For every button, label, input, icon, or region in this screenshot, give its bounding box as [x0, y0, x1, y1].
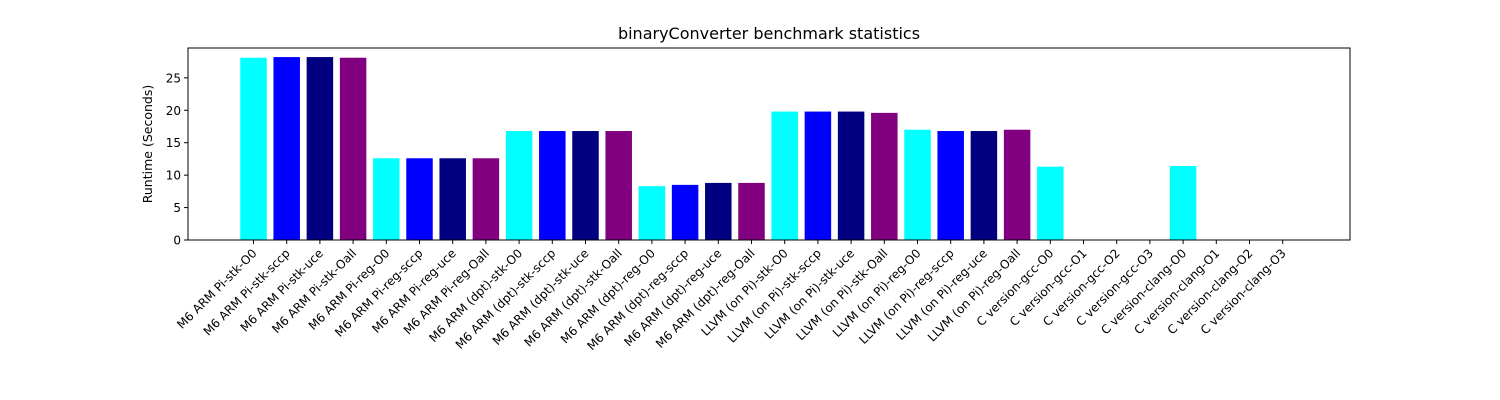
- bar: [705, 182, 732, 240]
- bar: [638, 186, 666, 240]
- bar: [970, 131, 998, 240]
- y-tick-label: 10: [166, 169, 181, 183]
- bar: [406, 158, 433, 240]
- bar: [1169, 166, 1197, 240]
- bar: [273, 57, 300, 240]
- bar: [505, 131, 533, 240]
- bars-group: [240, 57, 1197, 240]
- y-axis-ticks: 0 5 10 15 20 25: [166, 71, 188, 248]
- y-axis-label: Runtime (Seconds): [140, 85, 155, 203]
- y-tick-label: 5: [173, 201, 181, 215]
- bar: [472, 158, 500, 240]
- bar: [1037, 166, 1064, 240]
- bar: [871, 112, 898, 240]
- y-tick-label: 25: [166, 71, 181, 85]
- bar: [738, 182, 765, 240]
- y-tick-label: 15: [166, 136, 181, 150]
- bar: [937, 131, 964, 240]
- bar: [373, 158, 400, 240]
- bar: [804, 111, 832, 240]
- y-tick-label: 0: [173, 234, 181, 248]
- bar: [572, 131, 599, 240]
- bar: [240, 57, 267, 240]
- bar: [904, 129, 931, 240]
- axes-frame: [187, 47, 1351, 241]
- bar: [339, 57, 367, 240]
- bar: [671, 184, 699, 240]
- bar: [439, 158, 466, 240]
- bar: [605, 131, 632, 240]
- bar: [1003, 129, 1031, 240]
- bar: [539, 131, 566, 240]
- bar: [771, 111, 798, 240]
- bar: [837, 111, 865, 240]
- y-tick-label: 20: [166, 104, 181, 118]
- chart-title: binaryConverter benchmark statistics: [618, 24, 920, 43]
- bar: [306, 57, 334, 240]
